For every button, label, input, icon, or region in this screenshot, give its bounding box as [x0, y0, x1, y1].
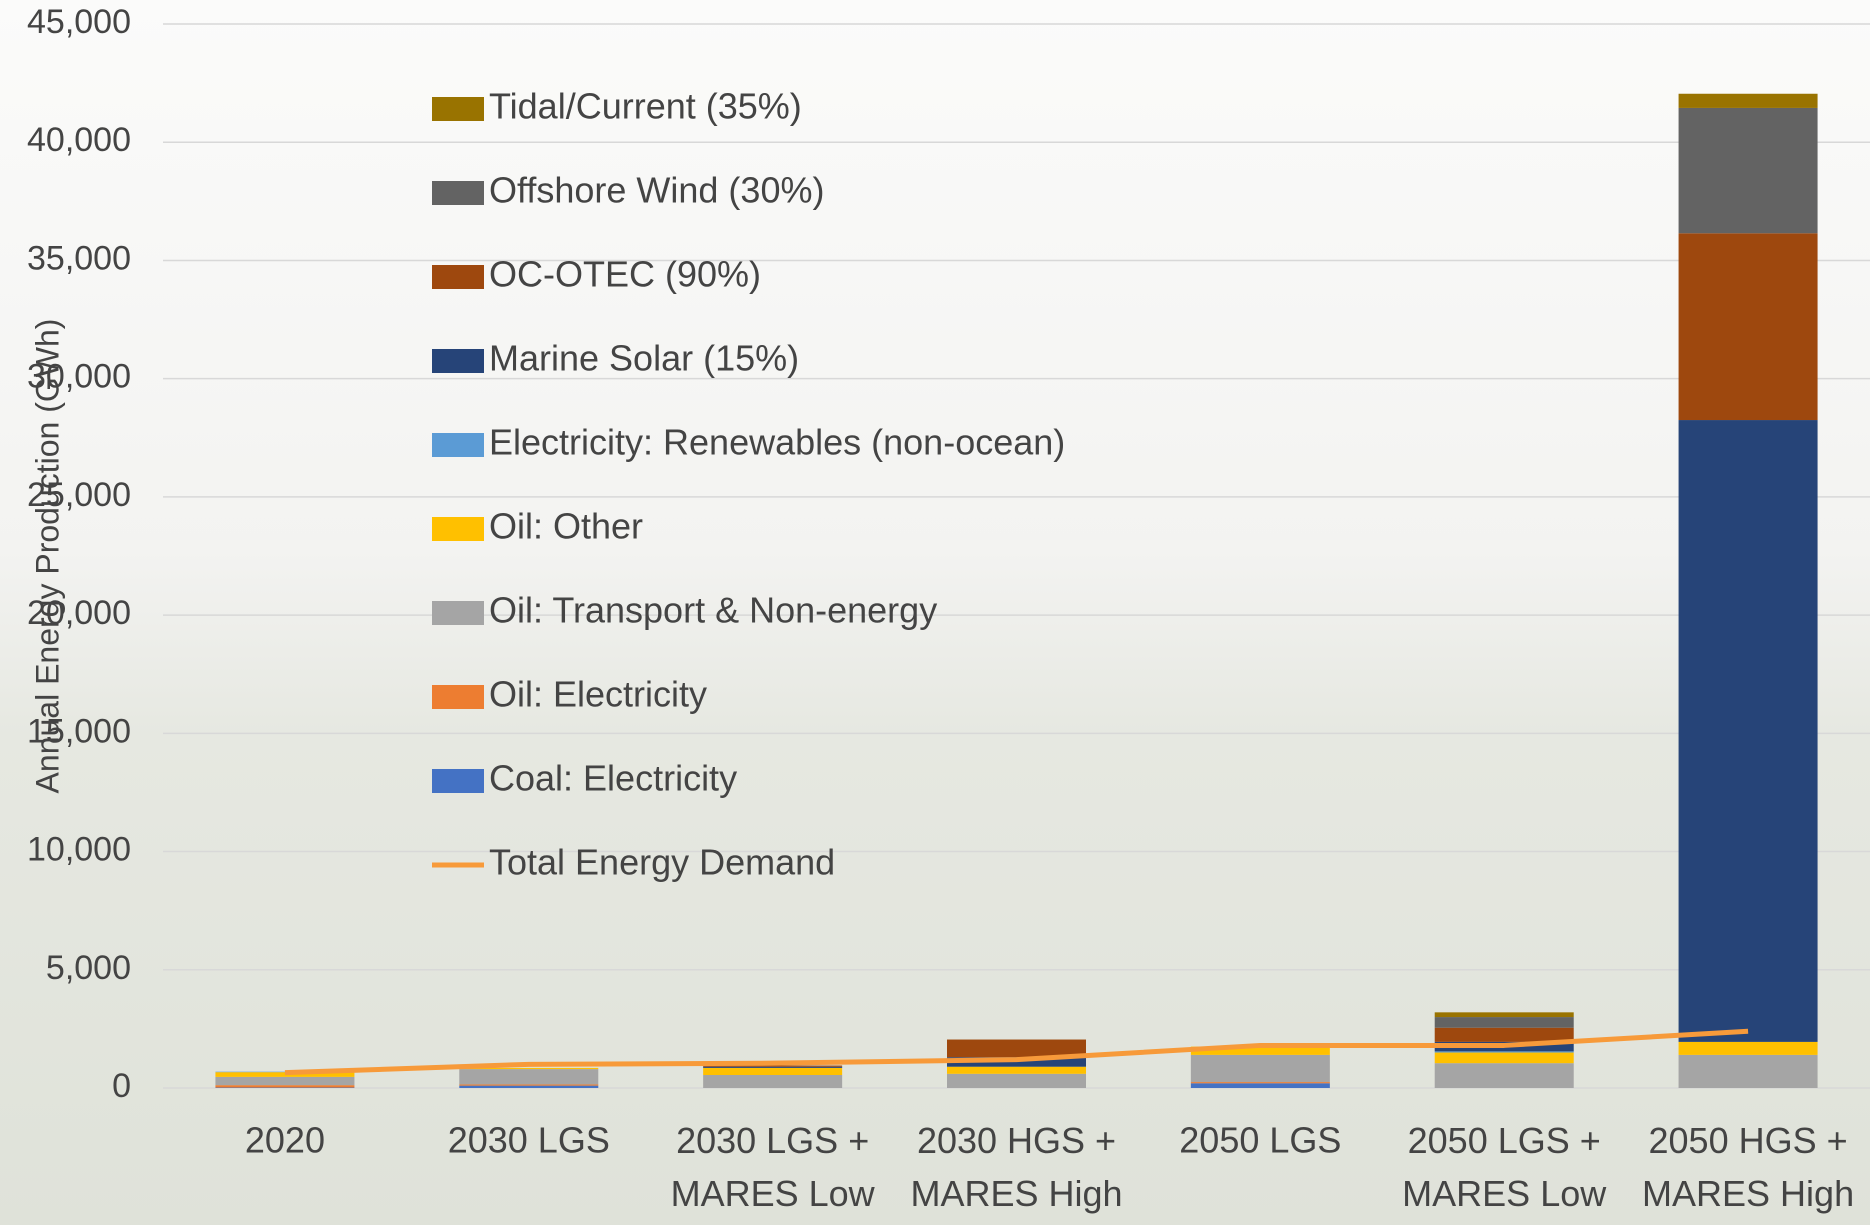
y-tick-label: 0 [112, 1067, 131, 1105]
bar-segment [1435, 1051, 1574, 1052]
chart: Annual Energy Production (GWh) 05,00010,… [0, 0, 1870, 1225]
bar-segment [215, 1085, 354, 1087]
x-tick-label-line: 2030 HGS + [917, 1120, 1116, 1161]
x-tick-label-line: MARES Low [671, 1173, 876, 1214]
bar-segment [1679, 233, 1818, 420]
x-tick-label: 2050 LGS [1179, 1120, 1341, 1161]
y-tick-label: 45,000 [27, 3, 131, 41]
bar-segment [947, 1067, 1086, 1074]
legend-label: Oil: Electricity [489, 674, 707, 715]
bar-segment [215, 1077, 354, 1085]
legend-swatch [432, 97, 484, 121]
x-tick-label-line: 2050 LGS + [1408, 1120, 1601, 1161]
bar-segment [1679, 94, 1818, 108]
bar-segment [1435, 1063, 1574, 1088]
bar-segment [459, 1086, 598, 1088]
x-tick-label-line: 2050 HGS + [1649, 1120, 1848, 1161]
legend-label: Total Energy Demand [489, 842, 835, 883]
legend-swatch [432, 685, 484, 709]
bar-segment [1191, 1082, 1330, 1083]
legend-swatch [432, 769, 484, 793]
bar-segment [1435, 1028, 1574, 1042]
bar-segment [1679, 1055, 1818, 1088]
bar-segment [1679, 1042, 1818, 1055]
bar-segment [1435, 1012, 1574, 1017]
legend-swatch [432, 265, 484, 289]
bar-segment [703, 1068, 842, 1075]
legend-label: Offshore Wind (30%) [489, 170, 824, 211]
y-tick-label: 10,000 [27, 831, 131, 869]
legend-label: Tidal/Current (35%) [489, 86, 802, 127]
y-tick-label: 35,000 [27, 239, 131, 277]
x-tick-label-line: MARES High [1642, 1173, 1854, 1214]
bar-segment [1191, 1055, 1330, 1082]
legend-label: Oil: Other [489, 506, 643, 547]
bar-segment [1435, 1053, 1574, 1064]
x-tick-label-line: MARES Low [1402, 1173, 1607, 1214]
legend-label: Oil: Transport & Non-energy [489, 590, 937, 631]
bar-segment [703, 1075, 842, 1088]
bar-segment [1191, 1083, 1330, 1088]
x-tick-label-line: 2030 LGS + [676, 1120, 869, 1161]
bar-segment [459, 1084, 598, 1085]
x-tick-label: 2020 [245, 1120, 325, 1161]
y-tick-label: 40,000 [27, 121, 131, 159]
bar-segment [1679, 108, 1818, 233]
legend-label: Coal: Electricity [489, 758, 737, 799]
bar-segment [703, 1067, 842, 1068]
x-tick-label: 2030 LGS [448, 1120, 610, 1161]
legend-label: Marine Solar (15%) [489, 338, 799, 379]
y-tick-label: 30,000 [27, 358, 131, 396]
x-tick-label-line: MARES High [910, 1173, 1122, 1214]
legend-swatch [432, 349, 484, 373]
y-tick-label: 15,000 [27, 712, 131, 750]
bar-segment [947, 1074, 1086, 1088]
bar-segment [459, 1069, 598, 1084]
bar-segment [1435, 1017, 1574, 1028]
y-tick-label: 25,000 [27, 476, 131, 514]
legend-swatch [432, 433, 484, 457]
y-tick-label: 20,000 [27, 594, 131, 632]
legend-swatch [432, 601, 484, 625]
y-tick-label: 5,000 [46, 949, 131, 987]
legend-label: Electricity: Renewables (non-ocean) [489, 422, 1065, 463]
legend-swatch [432, 517, 484, 541]
legend-swatch [432, 181, 484, 205]
bar-segment [1679, 420, 1818, 1042]
legend-label: OC-OTEC (90%) [489, 254, 761, 295]
